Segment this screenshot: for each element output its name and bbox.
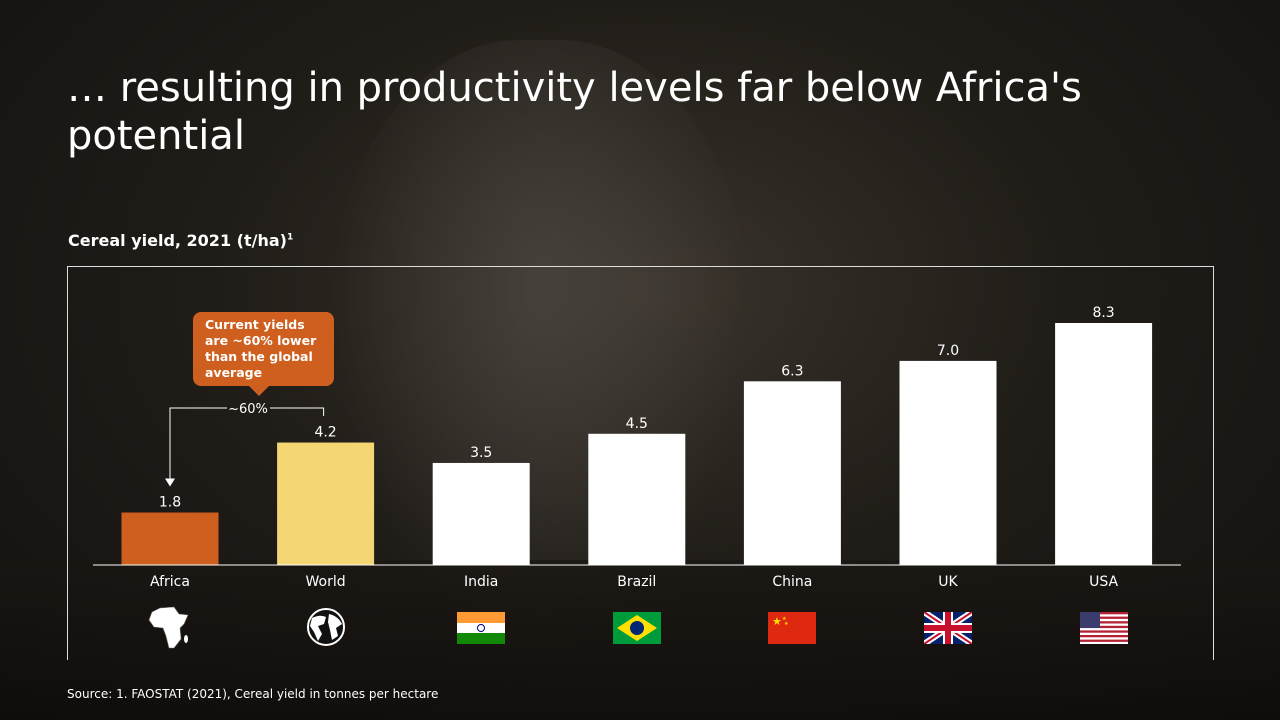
category-label: Africa	[150, 574, 190, 590]
bar-world	[277, 442, 375, 565]
value-label: 8.3	[1092, 305, 1114, 321]
arrow-head-icon	[165, 478, 175, 487]
bar-usa	[1055, 323, 1153, 565]
category-label: Brazil	[617, 574, 656, 590]
category-label: China	[772, 574, 812, 590]
svg-text:★: ★	[784, 621, 789, 627]
bar-uk	[899, 360, 997, 565]
source-note: Source: 1. FAOSTAT (2021), Cereal yield …	[67, 687, 439, 701]
value-label: 6.3	[781, 363, 803, 379]
africa-map-icon	[146, 606, 194, 649]
value-label: 3.5	[470, 445, 492, 461]
gap-label: ~60%	[228, 402, 268, 417]
bar-india	[432, 462, 530, 565]
brazil-flag-icon	[612, 612, 661, 644]
bar-africa	[121, 512, 219, 565]
callout-bubble: Current yields are ~60% lower than the g…	[193, 312, 334, 396]
bar-brazil	[588, 433, 686, 565]
category-label: USA	[1089, 574, 1118, 590]
china-flag-icon: ★ ★ ★	[768, 612, 817, 644]
uk-flag-icon	[922, 609, 974, 647]
value-label: 7.0	[937, 343, 959, 359]
gap-bracket-left	[169, 407, 227, 481]
value-label: 1.8	[159, 495, 181, 511]
india-flag-icon	[457, 612, 506, 644]
category-label: World	[306, 574, 346, 590]
svg-text:★: ★	[772, 615, 782, 628]
gap-bracket-right	[270, 407, 325, 416]
page-title: … resulting in productivity levels far b…	[67, 65, 1082, 159]
svg-text:★: ★	[782, 616, 787, 622]
chart-subtitle: Cereal yield, 2021 (t/ha)1	[68, 231, 293, 250]
footnote-marker: 1	[286, 232, 294, 243]
subtitle-text: Cereal yield, 2021 (t/ha)	[68, 231, 287, 250]
category-label: UK	[938, 574, 958, 590]
value-label: 4.5	[626, 416, 648, 432]
value-label: 4.2	[314, 425, 336, 441]
chart-frame	[67, 266, 1214, 660]
globe-icon	[302, 608, 350, 646]
usa-flag-icon	[1079, 612, 1128, 644]
category-label: India	[464, 574, 498, 590]
bar-china	[743, 381, 841, 565]
